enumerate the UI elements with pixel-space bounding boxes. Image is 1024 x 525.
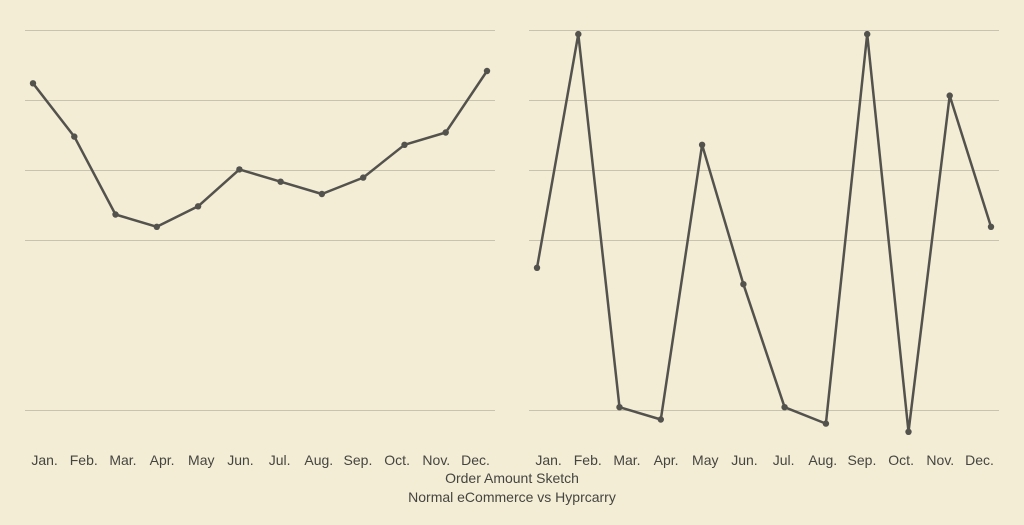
x-tick: Jan. (529, 452, 568, 468)
x-tick: May (182, 452, 221, 468)
x-tick: Jun. (221, 452, 260, 468)
data-point (30, 80, 36, 86)
series-line (33, 71, 487, 227)
data-point (401, 142, 407, 148)
x-tick: Oct. (378, 452, 417, 468)
x-axis-left: Jan.Feb.Mar.Apr.MayJun.Jul.Aug.Sep.Oct.N… (25, 452, 495, 468)
data-point (112, 211, 118, 217)
caption-line-1: Order Amount Sketch (0, 469, 1024, 488)
data-point (534, 265, 540, 271)
x-tick: Jun. (725, 452, 764, 468)
data-point (236, 166, 242, 172)
line-series-left (25, 30, 495, 440)
data-point (699, 142, 705, 148)
x-tick: Sep. (842, 452, 881, 468)
data-point (484, 68, 490, 74)
caption-line-2: Normal eCommerce vs Hyprcarry (0, 488, 1024, 507)
data-point (947, 92, 953, 98)
x-tick: Jul. (764, 452, 803, 468)
x-tick: Mar. (103, 452, 142, 468)
x-tick: Nov. (417, 452, 456, 468)
data-point (864, 31, 870, 37)
data-point (277, 179, 283, 185)
x-axis-right: Jan.Feb.Mar.Apr.MayJun.Jul.Aug.Sep.Oct.N… (529, 452, 999, 468)
x-tick: Dec. (960, 452, 999, 468)
page: Jan.Feb.Mar.Apr.MayJun.Jul.Aug.Sep.Oct.N… (0, 0, 1024, 525)
charts-row: Jan.Feb.Mar.Apr.MayJun.Jul.Aug.Sep.Oct.N… (25, 30, 999, 440)
x-tick: Aug. (803, 452, 842, 468)
x-tick: Aug. (299, 452, 338, 468)
data-point (360, 174, 366, 180)
data-point (154, 224, 160, 230)
x-tick: Feb. (568, 452, 607, 468)
data-point (658, 416, 664, 422)
x-tick: Mar. (607, 452, 646, 468)
data-point (905, 429, 911, 435)
data-point (988, 224, 994, 230)
x-tick: Jan. (25, 452, 64, 468)
data-point (195, 203, 201, 209)
x-tick: Sep. (338, 452, 377, 468)
x-tick: Apr. (647, 452, 686, 468)
x-tick: May (686, 452, 725, 468)
x-tick: Apr. (143, 452, 182, 468)
x-tick: Oct. (882, 452, 921, 468)
data-point (71, 133, 77, 139)
data-point (823, 420, 829, 426)
data-point (575, 31, 581, 37)
chart-normal-ecommerce: Jan.Feb.Mar.Apr.MayJun.Jul.Aug.Sep.Oct.N… (25, 30, 495, 440)
x-tick: Feb. (64, 452, 103, 468)
x-tick: Jul. (260, 452, 299, 468)
data-point (616, 404, 622, 410)
plot-area-right (529, 30, 999, 440)
data-point (740, 281, 746, 287)
line-series-right (529, 30, 999, 440)
x-tick: Nov. (921, 452, 960, 468)
data-point (443, 129, 449, 135)
chart-hyprcarry: Jan.Feb.Mar.Apr.MayJun.Jul.Aug.Sep.Oct.N… (529, 30, 999, 440)
series-line (537, 34, 991, 432)
data-point (781, 404, 787, 410)
x-tick: Dec. (456, 452, 495, 468)
data-point (319, 191, 325, 197)
plot-area-left (25, 30, 495, 440)
caption: Order Amount Sketch Normal eCommerce vs … (0, 469, 1024, 507)
